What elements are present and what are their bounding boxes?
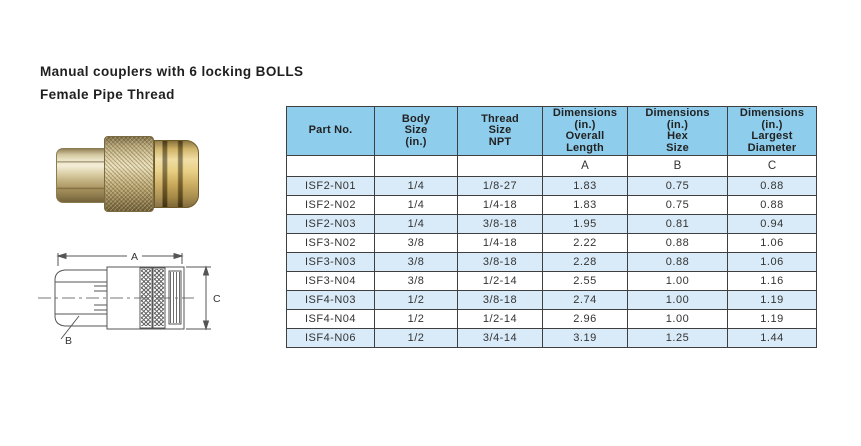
cell-thread-size: 1/8-27 bbox=[457, 176, 543, 196]
cell-dim-a: 3.19 bbox=[542, 328, 628, 348]
cell-dim-b: 1.25 bbox=[627, 328, 728, 348]
cell-part-no: ISF4-N03 bbox=[286, 290, 375, 310]
cell-body-size: 1/4 bbox=[374, 195, 458, 215]
cell-dim-a: 2.74 bbox=[542, 290, 628, 310]
cell-dim-c: 1.06 bbox=[727, 233, 817, 253]
coupler-collar bbox=[154, 140, 199, 208]
col-header-largest-diameter: Dimensions (in.) Largest Diameter bbox=[727, 106, 817, 156]
cell-part-no: ISF2-N03 bbox=[286, 214, 375, 234]
col-header-thread-size: Thread Size NPT bbox=[457, 106, 543, 156]
col-header-body-size: Body Size (in.) bbox=[374, 106, 458, 156]
cell-dim-c: 0.88 bbox=[727, 176, 817, 196]
cell-part-no: ISF2-N01 bbox=[286, 176, 375, 196]
cell-thread-size: 1/4-18 bbox=[457, 195, 543, 215]
table-header-row: Part No. Body Size (in.) Thread Size NPT… bbox=[286, 106, 817, 156]
cell-part-no: ISF3-N03 bbox=[286, 252, 375, 272]
coupler-photo bbox=[56, 136, 200, 212]
cell-dim-b: 0.88 bbox=[627, 233, 728, 253]
cell-part-no: ISF3-N04 bbox=[286, 271, 375, 291]
cell-dim-b: 0.75 bbox=[627, 195, 728, 215]
cell-dim-a: 1.83 bbox=[542, 195, 628, 215]
cell-thread-size: 3/8-18 bbox=[457, 290, 543, 310]
cell-dim-c: 1.19 bbox=[727, 309, 817, 329]
cell-part-no: ISF2-N02 bbox=[286, 195, 375, 215]
table-subheader-row: A B C bbox=[286, 155, 817, 177]
cell-part-no: ISF4-N06 bbox=[286, 328, 375, 348]
cell-body-size: 3/8 bbox=[374, 233, 458, 253]
subheader-cell-c: C bbox=[727, 155, 817, 177]
col-header-part-no: Part No. bbox=[286, 106, 375, 156]
cell-dim-c: 1.06 bbox=[727, 252, 817, 272]
subheader-cell bbox=[457, 155, 543, 177]
cell-body-size: 1/2 bbox=[374, 290, 458, 310]
table-row: ISF4-N04 1/2 1/2-14 2.96 1.00 1.19 bbox=[286, 309, 817, 329]
subheader-cell-b: B bbox=[627, 155, 728, 177]
cell-body-size: 1/2 bbox=[374, 328, 458, 348]
cell-dim-a: 2.55 bbox=[542, 271, 628, 291]
drawing-outlines: A B C bbox=[38, 251, 221, 347]
subheader-cell-a: A bbox=[542, 155, 628, 177]
cell-body-size: 3/8 bbox=[374, 271, 458, 291]
cell-dim-a: 1.95 bbox=[542, 214, 628, 234]
table-row: ISF2-N03 1/4 3/8-18 1.95 0.81 0.94 bbox=[286, 214, 817, 234]
cell-part-no: ISF3-N02 bbox=[286, 233, 375, 253]
dimension-a-label: A bbox=[131, 251, 138, 263]
subheader-cell bbox=[374, 155, 458, 177]
coupler-technical-drawing: A B C bbox=[34, 246, 264, 364]
cell-thread-size: 1/2-14 bbox=[457, 271, 543, 291]
cell-dim-b: 0.81 bbox=[627, 214, 728, 234]
cell-thread-size: 3/4-14 bbox=[457, 328, 543, 348]
cell-dim-c: 1.19 bbox=[727, 290, 817, 310]
cell-dim-b: 1.00 bbox=[627, 271, 728, 291]
cell-dim-b: 1.00 bbox=[627, 290, 728, 310]
cell-thread-size: 3/8-18 bbox=[457, 252, 543, 272]
spec-table: Part No. Body Size (in.) Thread Size NPT… bbox=[286, 106, 817, 348]
cell-body-size: 1/2 bbox=[374, 309, 458, 329]
cell-dim-b: 1.00 bbox=[627, 309, 728, 329]
table-row: ISF3-N03 3/8 3/8-18 2.28 0.88 1.06 bbox=[286, 252, 817, 272]
cell-dim-c: 1.44 bbox=[727, 328, 817, 348]
dimension-c-label: C bbox=[213, 293, 221, 305]
cell-dim-b: 0.75 bbox=[627, 176, 728, 196]
cell-dim-a: 2.28 bbox=[542, 252, 628, 272]
cell-thread-size: 3/8-18 bbox=[457, 214, 543, 234]
cell-dim-b: 0.88 bbox=[627, 252, 728, 272]
table-row: ISF2-N01 1/4 1/8-27 1.83 0.75 0.88 bbox=[286, 176, 817, 196]
cell-dim-a: 1.83 bbox=[542, 176, 628, 196]
coupler-knurled-sleeve bbox=[104, 136, 154, 212]
cell-dim-a: 2.96 bbox=[542, 309, 628, 329]
cell-body-size: 1/4 bbox=[374, 176, 458, 196]
col-header-overall-length: Dimensions (in.) Overall Length bbox=[542, 106, 628, 156]
title-line-2: Female Pipe Thread bbox=[40, 87, 175, 102]
table-row: ISF3-N02 3/8 1/4-18 2.22 0.88 1.06 bbox=[286, 233, 817, 253]
table-row: ISF2-N02 1/4 1/4-18 1.83 0.75 0.88 bbox=[286, 195, 817, 215]
cell-part-no: ISF4-N04 bbox=[286, 309, 375, 329]
cell-body-size: 3/8 bbox=[374, 252, 458, 272]
table-row: ISF4-N03 1/2 3/8-18 2.74 1.00 1.19 bbox=[286, 290, 817, 310]
table-row: ISF3-N04 3/8 1/2-14 2.55 1.00 1.16 bbox=[286, 271, 817, 291]
cell-dim-a: 2.22 bbox=[542, 233, 628, 253]
dimension-b-label: B bbox=[65, 335, 72, 347]
coupler-hex-nut bbox=[56, 148, 106, 203]
cell-thread-size: 1/2-14 bbox=[457, 309, 543, 329]
table-row: ISF4-N06 1/2 3/4-14 3.19 1.25 1.44 bbox=[286, 328, 817, 348]
page-title: Manual couplers with 6 locking BOLLS Fem… bbox=[40, 60, 303, 106]
cell-dim-c: 0.88 bbox=[727, 195, 817, 215]
cell-thread-size: 1/4-18 bbox=[457, 233, 543, 253]
cell-dim-c: 0.94 bbox=[727, 214, 817, 234]
subheader-cell bbox=[286, 155, 375, 177]
title-line-1: Manual couplers with 6 locking BOLLS bbox=[40, 64, 304, 79]
cell-dim-c: 1.16 bbox=[727, 271, 817, 291]
col-header-hex-size: Dimensions (in.) Hex Size bbox=[627, 106, 728, 156]
cell-body-size: 1/4 bbox=[374, 214, 458, 234]
